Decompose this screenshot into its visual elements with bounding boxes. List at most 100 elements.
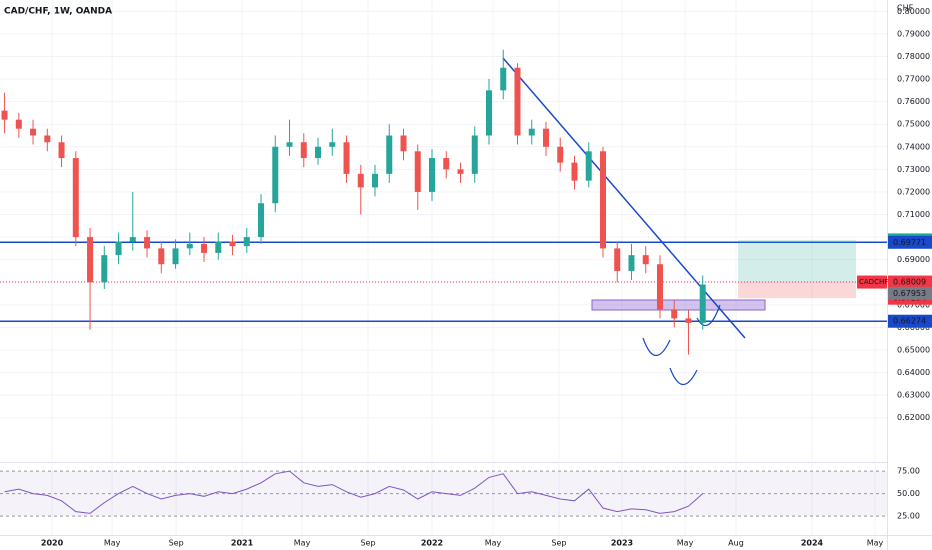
- candle-body: [656, 264, 663, 310]
- y-tick-label: 0.67000: [897, 300, 930, 309]
- candle-body: [628, 255, 635, 271]
- candle-body: [599, 151, 606, 249]
- candle-body: [329, 142, 336, 147]
- y-tick-label: 0.63000: [897, 391, 930, 400]
- x-tick-label: 2024: [801, 539, 824, 548]
- candle-body: [258, 203, 265, 238]
- x-tick-label: Sep: [551, 539, 566, 548]
- y-tick-label: 0.75000: [897, 120, 930, 129]
- x-tick-label: Sep: [360, 539, 375, 548]
- candle-body: [129, 237, 136, 242]
- y-tick-label: 0.76000: [897, 97, 930, 106]
- x-tick-label: 2022: [421, 539, 443, 548]
- candle-body: [243, 237, 250, 247]
- x-tick-label: May: [104, 539, 121, 548]
- curve: [642, 337, 671, 357]
- candle-body: [115, 241, 122, 256]
- y-tick-label: 0.69000: [897, 255, 930, 264]
- candle-body: [500, 67, 507, 91]
- symbol-label: CADCHF: [859, 278, 888, 286]
- candles: [1, 49, 706, 514]
- candle-body: [414, 151, 421, 192]
- price-label: 0.69771: [893, 238, 926, 247]
- y-tick-label: 0.74000: [897, 142, 930, 151]
- chart-title: CAD/CHF, 1W, OANDA: [4, 7, 112, 17]
- symbol-bg: [857, 275, 887, 289]
- candle-body: [286, 142, 293, 147]
- candle-body: [343, 142, 350, 174]
- candle-body: [542, 128, 549, 147]
- candle-body: [272, 146, 279, 204]
- y-tick-label: 0.65000: [897, 346, 930, 355]
- y-tick-label: 0.79000: [897, 29, 930, 38]
- x-tick-label: May: [485, 539, 502, 548]
- candle-body: [315, 146, 322, 159]
- candle-body: [186, 243, 193, 249]
- y-tick-label: 0.71000: [897, 210, 930, 219]
- candle-body: [528, 128, 535, 136]
- candle-body: [229, 241, 236, 247]
- candle-body: [87, 237, 94, 283]
- x-tick-label: Aug: [728, 539, 744, 548]
- candle-body: [144, 237, 151, 249]
- zone: [591, 299, 766, 311]
- candle-body: [58, 142, 65, 159]
- y-tick-label: 0.78000: [897, 52, 930, 61]
- candle-body: [699, 284, 706, 323]
- candle-body: [300, 142, 307, 159]
- candle-body: [372, 173, 379, 188]
- y-tick-label: 0.62000: [897, 413, 930, 422]
- candle-body: [386, 135, 393, 174]
- price-label-bg: [888, 286, 932, 300]
- rsi-tick-label: 75.00: [897, 467, 920, 476]
- x-tick-label: May: [294, 539, 311, 548]
- drawings: [0, 57, 887, 386]
- x-tick-label: May: [677, 539, 694, 548]
- x-tick-label: 2020: [41, 539, 64, 548]
- loss-zone: [738, 282, 856, 299]
- candle-body: [101, 255, 108, 283]
- candle-body: [158, 248, 165, 265]
- price-label: 0.66274: [893, 317, 926, 326]
- profit-zone: [738, 239, 856, 283]
- candle-body: [671, 309, 678, 319]
- rsi-line: [4, 470, 704, 514]
- candle-body: [443, 158, 450, 170]
- y-tick-label: 0.64000: [897, 368, 930, 377]
- unit-label: CHF: [897, 4, 914, 13]
- candle-body: [457, 169, 464, 174]
- y-tick-label: 0.73000: [897, 165, 930, 174]
- candle-body: [72, 158, 79, 238]
- candle-body: [614, 248, 621, 271]
- candle-body: [15, 119, 22, 129]
- rsi-tick-label: 25.00: [897, 512, 920, 521]
- candle-body: [400, 135, 407, 152]
- candle-body: [557, 146, 564, 163]
- candle-body: [571, 162, 578, 181]
- x-tick-label: May: [867, 539, 884, 548]
- candle-body: [471, 135, 478, 174]
- price-label: 0.67953: [893, 289, 926, 298]
- y-tick-label: 0.72000: [897, 187, 930, 196]
- candle-body: [642, 255, 649, 265]
- candle-body: [201, 243, 208, 253]
- grid: [0, 0, 887, 535]
- candle-body: [585, 151, 592, 181]
- axis: 0.620000.630000.640000.650000.660000.670…: [41, 7, 932, 548]
- x-tick-label: Sep: [169, 539, 184, 548]
- price-label-bg: [888, 235, 932, 249]
- curve: [669, 367, 698, 386]
- candle-body: [429, 158, 436, 192]
- candle-body: [685, 318, 692, 323]
- candle-body: [44, 135, 51, 143]
- rsi-tick-label: 50.00: [897, 489, 920, 498]
- x-tick-label: 2023: [611, 539, 633, 548]
- candle-body: [215, 241, 222, 253]
- candle-body: [30, 128, 37, 136]
- candle-body: [1, 110, 8, 120]
- candle-body: [172, 248, 179, 265]
- candle-body: [357, 173, 364, 188]
- x-tick-label: 2021: [231, 539, 254, 548]
